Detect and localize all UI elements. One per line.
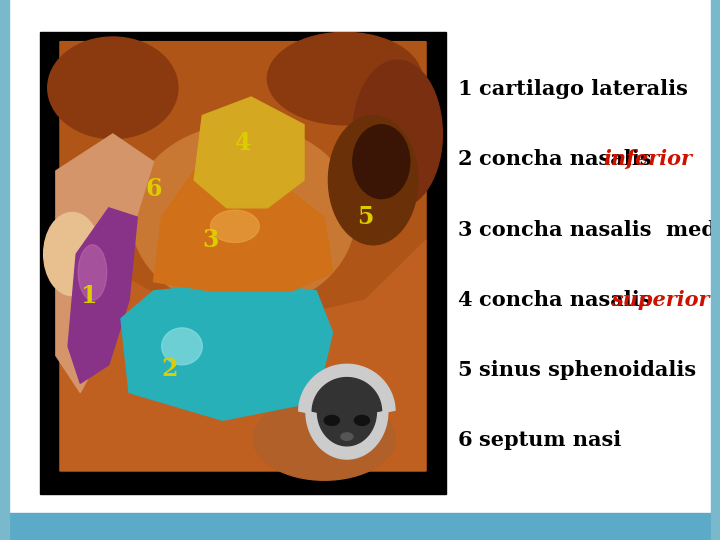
Text: cartilago lateralis: cartilago lateralis — [479, 79, 688, 99]
Ellipse shape — [131, 125, 355, 309]
Ellipse shape — [341, 433, 353, 440]
Polygon shape — [56, 134, 153, 393]
Polygon shape — [121, 282, 333, 420]
Text: 3: 3 — [457, 219, 472, 240]
Ellipse shape — [267, 32, 422, 125]
Text: concha nasalis: concha nasalis — [479, 289, 666, 310]
Bar — [0, 513, 720, 540]
Text: 5: 5 — [457, 360, 472, 380]
Bar — [0, 0, 9, 540]
Ellipse shape — [253, 397, 395, 480]
Text: 1: 1 — [457, 79, 472, 99]
Text: concha nasalis: concha nasalis — [479, 149, 659, 170]
Polygon shape — [194, 97, 304, 208]
Ellipse shape — [78, 245, 107, 300]
Text: 4: 4 — [457, 289, 472, 310]
Text: 3: 3 — [202, 228, 219, 252]
Ellipse shape — [353, 60, 442, 208]
Bar — [711, 0, 720, 540]
Text: 1: 1 — [80, 284, 96, 308]
Ellipse shape — [324, 415, 339, 426]
Text: sinus sphenoidalis: sinus sphenoidalis — [479, 360, 696, 380]
Polygon shape — [68, 208, 138, 383]
Polygon shape — [299, 364, 395, 459]
Ellipse shape — [354, 415, 369, 426]
Text: septum nasi: septum nasi — [479, 430, 621, 450]
Polygon shape — [60, 42, 426, 319]
Text: concha nasalis  media: concha nasalis media — [479, 219, 720, 240]
Bar — [40, 32, 446, 494]
Ellipse shape — [44, 212, 101, 295]
Text: 5: 5 — [357, 205, 373, 229]
Ellipse shape — [210, 210, 259, 242]
Text: 4: 4 — [235, 131, 251, 155]
Ellipse shape — [353, 125, 410, 199]
Text: inferior: inferior — [603, 149, 692, 170]
Polygon shape — [60, 240, 426, 471]
Text: superior: superior — [611, 289, 710, 310]
Ellipse shape — [48, 37, 178, 139]
Ellipse shape — [328, 116, 418, 245]
Text: 6: 6 — [457, 430, 472, 450]
Ellipse shape — [161, 328, 202, 365]
Polygon shape — [312, 377, 382, 446]
Text: 2: 2 — [457, 149, 472, 170]
Text: 6: 6 — [145, 177, 162, 201]
Polygon shape — [153, 171, 333, 291]
Text: 2: 2 — [161, 357, 178, 381]
